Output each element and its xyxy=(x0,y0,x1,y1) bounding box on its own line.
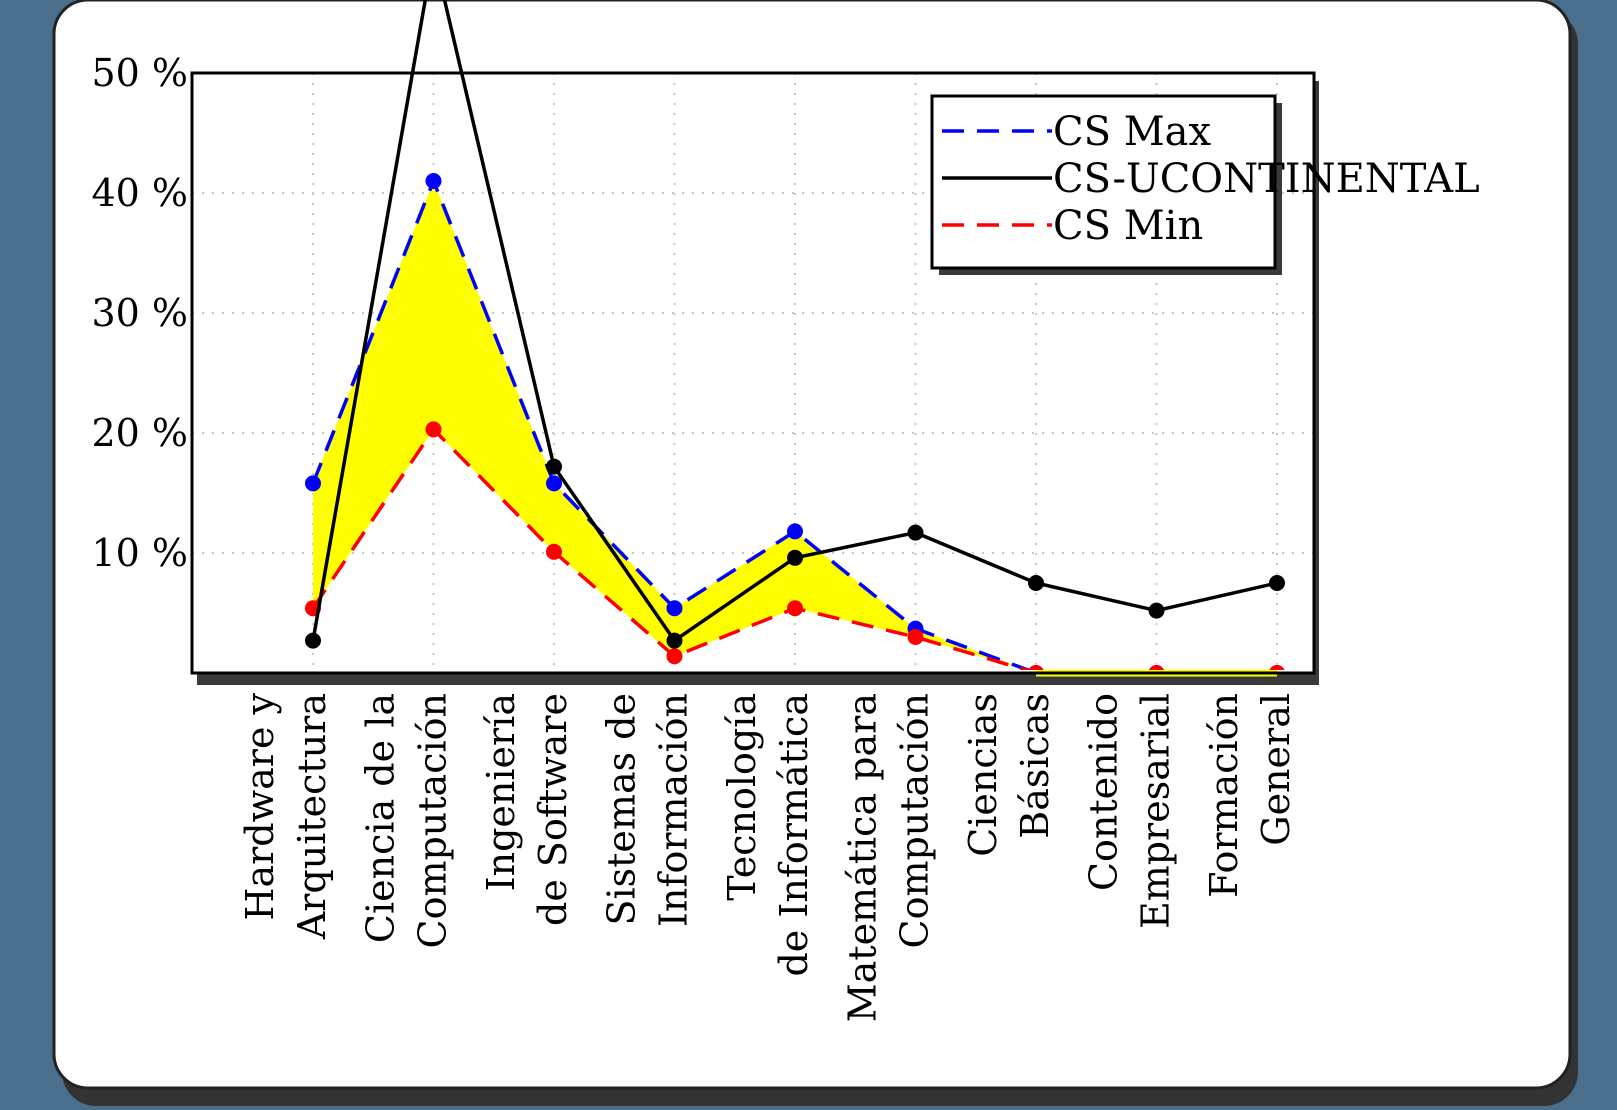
x-tick-label-line: Computación xyxy=(893,693,937,949)
x-tick-label-line: Arquitectura xyxy=(290,693,334,940)
plot-area: 10 % 20 % 30 % 40 % 50 % Hardware y Arquitect… xyxy=(91,0,1319,1022)
data-point xyxy=(787,523,803,540)
legend-label: CS Max xyxy=(1053,109,1212,155)
data-point xyxy=(1148,602,1165,619)
legend-entry: CS Max xyxy=(942,109,1212,155)
x-tick-label-line: Ingeniería xyxy=(479,693,523,891)
legend-entry: CS Min xyxy=(942,203,1203,249)
data-point xyxy=(546,475,562,492)
x-tick-label-line: de Informática xyxy=(772,693,816,977)
x-tick-label: Matemática para Computación xyxy=(841,693,937,1022)
data-point xyxy=(787,600,803,617)
x-tick-label-line: Hardware y xyxy=(238,692,282,920)
legend-label: CS Min xyxy=(1053,203,1203,249)
x-tick-label: Formación General xyxy=(1202,693,1298,898)
x-tick-label-line: Contenido xyxy=(1082,693,1126,891)
data-point xyxy=(666,600,683,617)
band-fill xyxy=(313,181,1036,673)
data-point xyxy=(666,648,683,665)
x-tick-label-line: Información xyxy=(652,693,696,927)
legend-label: CS-UCONTINENTAL xyxy=(1053,156,1480,202)
data-point xyxy=(546,458,562,475)
legend-box xyxy=(930,94,1277,270)
x-tick-label-line: Básicas xyxy=(1013,693,1057,839)
x-tick-label: Sistemas de Información xyxy=(600,693,696,927)
data-point xyxy=(1269,575,1285,591)
series-line xyxy=(311,179,1033,670)
x-tick-label-line: Formación xyxy=(1202,693,1246,898)
data-point xyxy=(787,549,803,566)
x-tick-label: Ciencias Básicas xyxy=(961,693,1057,857)
x-tick-label-line: General xyxy=(1254,693,1298,846)
data-point xyxy=(305,475,321,492)
x-tick-label-line: Tecnología xyxy=(720,693,764,901)
x-tick-label-line: Computación xyxy=(411,693,455,949)
data-point xyxy=(546,543,562,560)
series-layer xyxy=(305,0,1285,670)
x-tick-label-line: Ciencias xyxy=(961,693,1005,857)
x-tick-label-line: Matemática para xyxy=(841,693,885,1022)
series-cs-ucontinental xyxy=(305,0,1285,649)
y-axis: 10 % 20 % 30 % 40 % 50 % xyxy=(91,51,188,575)
x-tick-label: Contenido Empresarial xyxy=(1082,693,1178,929)
y-tick-label: 50 % xyxy=(91,51,188,95)
y-tick-label: 40 % xyxy=(91,171,188,215)
x-tick-label: Hardware y Arquitectura xyxy=(238,692,334,940)
y-tick-label: 20 % xyxy=(91,411,188,455)
plot-frame xyxy=(190,71,1316,675)
data-point xyxy=(425,421,442,438)
y-tick-label: 10 % xyxy=(91,531,188,575)
x-axis: Hardware y Arquitectura Ciencia de la Compu… xyxy=(238,692,1298,1022)
y-tick-label: 30 % xyxy=(91,291,188,335)
data-point xyxy=(1028,665,1044,670)
legend-entry: CS-UCONTINENTAL xyxy=(942,156,1480,202)
x-tick-label-line: Ciencia de la xyxy=(359,693,403,943)
data-point xyxy=(666,632,683,649)
data-point xyxy=(1028,575,1044,591)
data-point xyxy=(425,173,442,189)
x-tick-label: Ciencia de la Computación xyxy=(359,693,455,949)
data-point xyxy=(305,632,321,649)
x-tick-label-line: Empresarial xyxy=(1134,693,1178,929)
data-point xyxy=(1149,665,1164,670)
data-point xyxy=(907,524,924,541)
x-tick-label-line: de Software xyxy=(531,693,575,926)
x-tick-label: Ingeniería de Software xyxy=(479,693,575,926)
series-cs-min xyxy=(305,421,1285,670)
x-tick-label: Tecnología de Informática xyxy=(720,693,816,977)
x-tick-label-line: Sistemas de xyxy=(600,693,644,926)
data-point xyxy=(907,629,924,645)
data-point xyxy=(1269,665,1285,670)
